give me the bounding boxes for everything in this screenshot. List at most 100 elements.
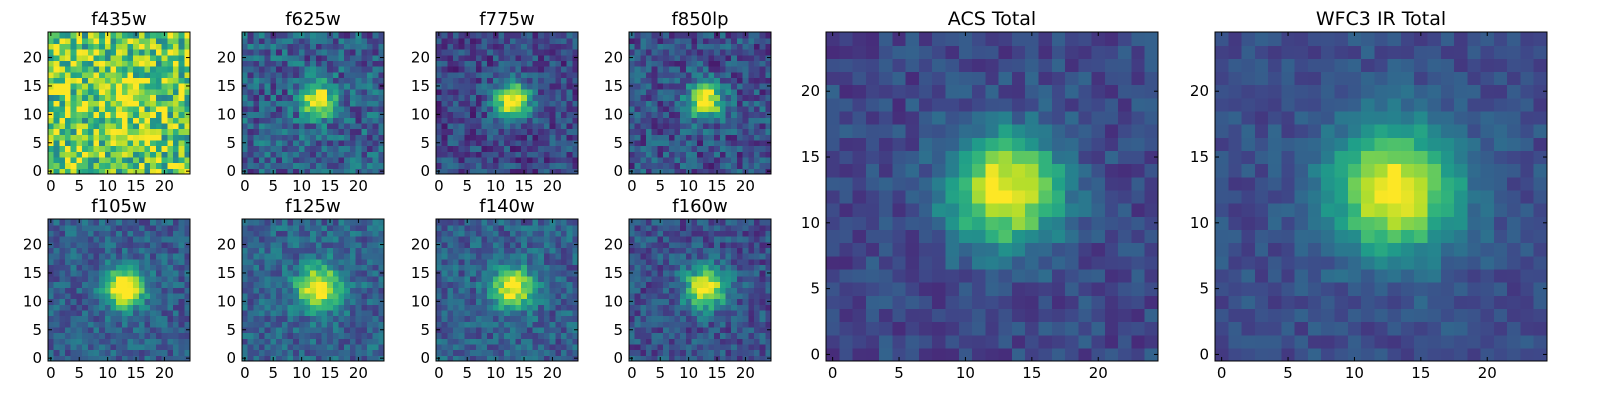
heatmap-cell	[127, 94, 134, 101]
heatmap-cell	[161, 100, 168, 107]
heatmap-cell	[680, 122, 687, 130]
heatmap-cell	[167, 338, 174, 345]
heatmap-cell	[315, 32, 323, 39]
heatmap-cell	[543, 168, 551, 175]
heatmap-cell	[298, 139, 306, 147]
heatmap-cell	[327, 349, 334, 356]
heatmap-cell	[651, 37, 658, 44]
heatmap-cell	[509, 309, 517, 317]
heatmap-cell	[93, 32, 100, 39]
heatmap-cell	[172, 315, 180, 322]
heatmap-cell	[708, 66, 715, 73]
heatmap-cell	[566, 77, 573, 84]
heatmap-cell	[543, 332, 551, 339]
heatmap-cell	[515, 66, 522, 73]
heatmap-cell	[526, 49, 534, 56]
heatmap-cell	[504, 122, 511, 130]
heatmap-cell	[714, 77, 721, 84]
heatmap-cell	[270, 321, 277, 328]
heatmap-cell	[133, 298, 140, 305]
heatmap-cell	[121, 66, 129, 73]
heatmap-cell	[532, 49, 539, 56]
heatmap-cell	[526, 71, 534, 79]
heatmap-cell	[708, 338, 715, 345]
heatmap-cell	[281, 219, 289, 226]
heatmap-cell	[167, 315, 174, 322]
heatmap-cell	[372, 343, 379, 351]
heatmap-cell	[532, 145, 539, 152]
heatmap-cell	[178, 321, 185, 328]
heatmap-cell	[138, 134, 146, 141]
heatmap-cell	[87, 156, 95, 164]
heatmap-cell	[492, 37, 500, 44]
heatmap-cell	[657, 54, 664, 61]
heatmap-cell	[338, 338, 345, 345]
heatmap-cell	[436, 71, 443, 79]
heatmap-cell	[172, 275, 180, 283]
heatmap-cell	[731, 60, 738, 67]
heatmap-cell	[150, 253, 157, 260]
heatmap-cell	[155, 88, 163, 96]
heatmap-cell	[281, 156, 289, 164]
heatmap-cell	[475, 355, 483, 362]
heatmap-cell	[127, 71, 134, 79]
heatmap-cell	[629, 151, 636, 158]
heatmap-cell	[372, 258, 379, 266]
heatmap-cell	[355, 230, 362, 237]
heatmap-cell	[372, 355, 379, 362]
heatmap-cell	[178, 100, 185, 107]
heatmap-cell	[247, 111, 254, 118]
heatmap-cell	[691, 315, 698, 322]
heatmap-cell	[549, 258, 556, 266]
heatmap-cell	[504, 162, 511, 169]
heatmap-cell	[453, 343, 460, 351]
heatmap-cell	[133, 83, 140, 90]
heatmap-cell	[702, 83, 710, 90]
heatmap-cell	[731, 309, 738, 317]
heatmap-cell	[634, 105, 641, 113]
heatmap-cell	[487, 60, 494, 67]
x-tick-label: 15	[320, 364, 339, 382]
heatmap-cell	[366, 219, 374, 226]
heatmap-cell	[133, 236, 140, 243]
heatmap-cell	[725, 66, 732, 73]
heatmap-cell	[93, 111, 100, 118]
heatmap-cell	[378, 71, 385, 79]
heatmap-cell	[572, 343, 579, 351]
heatmap-cell	[453, 298, 460, 305]
heatmap-cell	[663, 355, 670, 362]
heatmap-cell	[259, 287, 266, 294]
heatmap-cell	[259, 264, 266, 271]
heatmap-cell	[560, 355, 568, 362]
heatmap-cell	[657, 111, 664, 118]
heatmap-cell	[242, 236, 249, 243]
heatmap-cell	[572, 88, 579, 96]
heatmap-cell	[327, 281, 334, 288]
heatmap-cell	[161, 156, 168, 164]
heatmap-cell	[464, 287, 471, 294]
heatmap-cell	[640, 100, 647, 107]
heatmap-cell	[253, 83, 260, 90]
heatmap-cell	[470, 32, 477, 39]
heatmap-cell	[515, 43, 522, 50]
heatmap-cell	[304, 309, 311, 317]
heatmap-cell	[321, 247, 328, 254]
heatmap-cell	[702, 292, 710, 300]
heatmap-cell	[87, 83, 95, 90]
heatmap-cell	[560, 117, 568, 124]
heatmap-cell	[65, 145, 72, 152]
heatmap-cell	[504, 224, 511, 231]
heatmap-cell	[155, 94, 163, 101]
heatmap-cell	[104, 241, 112, 248]
heatmap-cell	[657, 83, 664, 90]
heatmap-cell	[150, 111, 157, 118]
heatmap-cell	[441, 304, 448, 311]
heatmap-cell	[315, 60, 323, 67]
heatmap-cell	[293, 151, 300, 158]
heatmap-cell	[759, 304, 766, 311]
heatmap-cell	[59, 247, 66, 254]
heatmap-cell	[504, 54, 511, 61]
heatmap-cell	[133, 122, 140, 130]
heatmap-cell	[338, 241, 345, 248]
heatmap-cell	[646, 349, 653, 356]
